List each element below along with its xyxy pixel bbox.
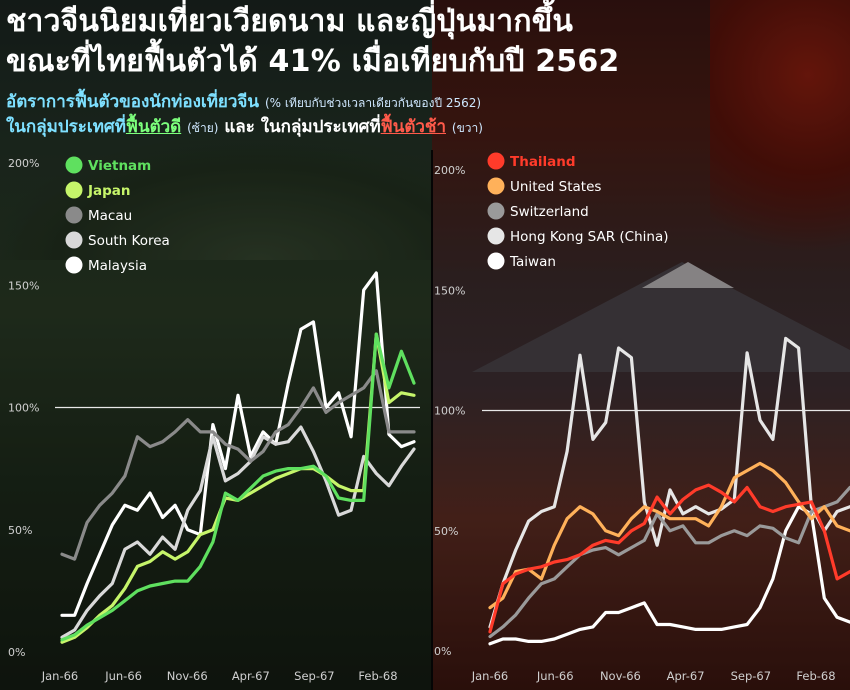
subtitle-main: อัตราการฟื้นตัวของนักท่องเที่ยวจีน <box>6 92 260 112</box>
subtitle-part1: ในกลุ่มประเทศที่ <box>6 117 126 137</box>
legend-label: Taiwan <box>509 254 556 270</box>
right-line-chart: 0% 50% 100% 150% 200% Jan-66 Jun-66 Nov-66 Apr-6… <box>434 152 850 683</box>
y-tick-label: 0% <box>8 646 25 659</box>
series-line-united-states <box>488 461 850 610</box>
legend-label: United States <box>510 179 601 195</box>
legend-marker <box>487 177 505 195</box>
y-tick-label: 200% <box>8 157 39 170</box>
legend-marker <box>487 252 505 270</box>
subtitle-note: (% เทียบกับช่วงเวลาเดียวกันของปี 2562) <box>264 96 482 110</box>
chart-subtitle: อัตราการฟื้นตัวของนักท่องเที่ยวจีน (% เท… <box>6 90 483 140</box>
legend-marker <box>65 206 83 224</box>
title-line-2: ขณะที่ไทยฟื้นตัวได้ 41% เมื่อเทียบกับปี … <box>6 44 620 79</box>
x-tick-label: Feb-68 <box>796 669 835 683</box>
x-tick-label: Jan-66 <box>41 669 79 683</box>
legend-marker <box>65 156 83 174</box>
subtitle-right-note: (ขวา) <box>451 121 483 135</box>
panel-divider <box>431 150 433 690</box>
legend-label: Malaysia <box>88 258 147 274</box>
x-tick-label: Jun-66 <box>104 669 142 683</box>
subtitle-line-1: อัตราการฟื้นตัวของนักท่องเที่ยวจีน (% เท… <box>6 90 483 115</box>
left-line-chart: 0% 50% 100% 150% 200% Jan-66 Jun-66 Nov-66 Apr-6… <box>8 156 420 683</box>
mountain-snow-cap <box>642 262 734 288</box>
subtitle-left-note: (ซ้าย) <box>187 121 219 135</box>
x-tick-label: Sep-67 <box>731 669 771 683</box>
y-tick-label: 50% <box>8 524 32 537</box>
legend-label: Hong Kong SAR (China) <box>510 229 669 245</box>
legend-marker <box>487 227 505 245</box>
x-tick-label: Nov-66 <box>167 669 208 683</box>
y-tick-label: 100% <box>434 405 465 418</box>
title-line-1: ชาวจีนนิยมเที่ยวเวียดนาม และญี่ปุ่นมากขึ… <box>6 4 574 39</box>
y-tick-label: 0% <box>434 645 451 658</box>
x-tick-label: Feb-68 <box>358 669 397 683</box>
right-background-photo <box>432 0 850 690</box>
y-tick-label: 150% <box>434 284 465 297</box>
series-line-hong-kong-sar-china- <box>488 336 850 629</box>
x-tick-label: Apr-67 <box>667 669 705 683</box>
legend-label: South Korea <box>88 233 170 249</box>
subtitle-and: และ ในกลุ่มประเทศที่ <box>224 117 381 137</box>
x-tick-label: Nov-66 <box>600 669 641 683</box>
x-tick-label: Jan-66 <box>471 669 509 683</box>
legend-marker <box>65 181 83 199</box>
y-tick-label: 200% <box>434 164 465 177</box>
subtitle-good-recovery: ฟื้นตัวดี <box>125 117 182 137</box>
subtitle-slow-recovery: ฟื้นตัวช้า <box>380 117 446 137</box>
page-title: ชาวจีนนิยมเที่ยวเวียดนาม และญี่ปุ่นมากขึ… <box>6 2 620 82</box>
legend-marker <box>65 256 83 274</box>
series-line-macau <box>60 369 416 561</box>
y-tick-label: 100% <box>8 402 39 415</box>
subtitle-line-2: ในกลุ่มประเทศที่ฟื้นตัวดี (ซ้าย) และ ในก… <box>6 115 483 140</box>
x-tick-label: Sep-67 <box>294 669 334 683</box>
legend-label: Vietnam <box>88 158 151 174</box>
series-line-vietnam <box>60 332 416 642</box>
series-line-switzerland <box>488 485 850 639</box>
series-line-thailand <box>488 483 850 634</box>
legend-label: Switzerland <box>510 204 589 220</box>
legend-label: Japan <box>87 183 131 199</box>
series-line-south-korea <box>60 425 416 639</box>
x-tick-label: Apr-67 <box>232 669 270 683</box>
y-tick-label: 50% <box>434 525 458 538</box>
series-line-taiwan <box>488 505 850 646</box>
autumn-leaves <box>710 0 850 300</box>
y-tick-label: 150% <box>8 279 39 292</box>
legend-marker <box>487 152 505 170</box>
legend-label: Thailand <box>510 154 576 170</box>
series-line-malaysia <box>60 271 416 617</box>
legend-label: Macau <box>88 208 132 224</box>
legend-marker <box>65 231 83 249</box>
legend-marker <box>487 202 505 220</box>
x-tick-label: Jun-66 <box>536 669 574 683</box>
